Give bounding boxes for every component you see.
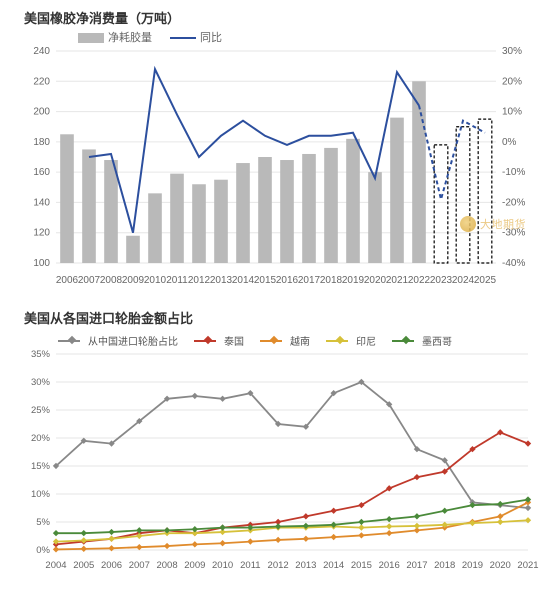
- chart2-svg: 0% 5% 10% 15% 20% 25% 30% 35% 2004 2005 2006 2007 20…: [18, 348, 540, 574]
- svg-text:20%: 20%: [31, 433, 51, 444]
- svg-text:2015: 2015: [254, 275, 277, 286]
- svg-text:-10%: -10%: [502, 167, 525, 178]
- svg-text:2010: 2010: [144, 275, 167, 286]
- svg-text:2007: 2007: [129, 560, 150, 571]
- svg-text:2024: 2024: [452, 275, 475, 286]
- svg-text:2021: 2021: [517, 560, 538, 571]
- svg-text:2011: 2011: [240, 560, 260, 571]
- svg-text:2019: 2019: [342, 275, 365, 286]
- watermark-text: 大地期货: [480, 216, 526, 232]
- watermark: 大地期货: [460, 216, 526, 232]
- svg-text:2023: 2023: [430, 275, 453, 286]
- svg-text:220: 220: [33, 76, 50, 87]
- svg-text:2013: 2013: [295, 560, 316, 571]
- svg-text:2014: 2014: [323, 560, 344, 571]
- svg-text:2015: 2015: [351, 560, 372, 571]
- chart1-title: 美国橡胶净消费量（万吨）: [24, 8, 540, 27]
- svg-text:-40%: -40%: [502, 258, 525, 269]
- svg-text:2013: 2013: [210, 275, 233, 286]
- legend-item: 从中国进口轮胎占比: [58, 333, 178, 348]
- legend-item: 泰国: [194, 333, 244, 348]
- svg-text:0%: 0%: [502, 137, 517, 148]
- chart1-svg: 100120140160180200220240-40%-30%-20%-10%…: [18, 45, 540, 291]
- svg-text:2016: 2016: [379, 560, 400, 571]
- svg-text:2018: 2018: [320, 275, 343, 286]
- svg-text:200: 200: [33, 107, 50, 118]
- svg-text:2020: 2020: [364, 275, 387, 286]
- svg-text:25%: 25%: [31, 405, 51, 416]
- svg-text:20%: 20%: [502, 76, 522, 87]
- svg-text:2010: 2010: [212, 560, 233, 571]
- svg-text:5%: 5%: [36, 517, 50, 528]
- svg-text:2018: 2018: [434, 560, 455, 571]
- svg-text:2017: 2017: [406, 560, 427, 571]
- svg-text:140: 140: [33, 197, 50, 208]
- chart-tire-import-share: 美国从各国进口轮胎金额占比 从中国进口轮胎占比 泰国 越南 印尼 墨西哥 0% 5% 10%…: [18, 308, 540, 584]
- svg-text:15%: 15%: [31, 461, 51, 472]
- svg-text:2025: 2025: [474, 275, 497, 286]
- svg-text:2014: 2014: [232, 275, 255, 286]
- svg-text:2022: 2022: [408, 275, 431, 286]
- svg-text:30%: 30%: [502, 46, 522, 57]
- svg-text:2012: 2012: [188, 275, 211, 286]
- svg-text:0%: 0%: [36, 545, 50, 556]
- svg-text:2009: 2009: [122, 275, 145, 286]
- legend-item: 墨西哥: [392, 333, 452, 348]
- svg-text:2004: 2004: [45, 560, 66, 571]
- svg-text:2021: 2021: [386, 275, 409, 286]
- legend-bar-item: 净耗胶量: [78, 29, 152, 45]
- svg-text:120: 120: [33, 228, 50, 239]
- chart2-title: 美国从各国进口轮胎金额占比: [24, 308, 540, 327]
- svg-text:2007: 2007: [78, 275, 101, 286]
- svg-text:2011: 2011: [166, 275, 188, 286]
- legend-line-item: 同比: [170, 29, 222, 45]
- svg-text:100: 100: [33, 258, 50, 269]
- svg-text:2006: 2006: [101, 560, 122, 571]
- svg-text:2017: 2017: [298, 275, 321, 286]
- svg-text:2019: 2019: [462, 560, 483, 571]
- svg-text:2006: 2006: [56, 275, 79, 286]
- svg-text:10%: 10%: [31, 489, 51, 500]
- chart1-legend: 净耗胶量 同比: [78, 29, 540, 45]
- svg-text:10%: 10%: [502, 107, 522, 118]
- svg-text:2020: 2020: [490, 560, 511, 571]
- legend-item: 印尼: [326, 333, 376, 348]
- svg-text:35%: 35%: [31, 349, 51, 360]
- svg-text:240: 240: [33, 46, 50, 57]
- svg-text:180: 180: [33, 137, 50, 148]
- svg-text:-20%: -20%: [502, 197, 525, 208]
- svg-text:2009: 2009: [184, 560, 205, 571]
- svg-text:2008: 2008: [156, 560, 177, 571]
- watermark-logo-icon: [460, 216, 476, 232]
- chart2-legend: 从中国进口轮胎占比 泰国 越南 印尼 墨西哥: [58, 333, 540, 348]
- svg-text:2016: 2016: [276, 275, 299, 286]
- svg-text:2005: 2005: [73, 560, 94, 571]
- svg-text:160: 160: [33, 167, 50, 178]
- chart-rubber-consumption: 美国橡胶净消费量（万吨） 净耗胶量 同比 100 120 140 160 180 200 2…: [18, 8, 540, 294]
- svg-text:2008: 2008: [100, 275, 123, 286]
- svg-text:2012: 2012: [268, 560, 289, 571]
- svg-text:30%: 30%: [31, 377, 51, 388]
- legend-item: 越南: [260, 333, 310, 348]
